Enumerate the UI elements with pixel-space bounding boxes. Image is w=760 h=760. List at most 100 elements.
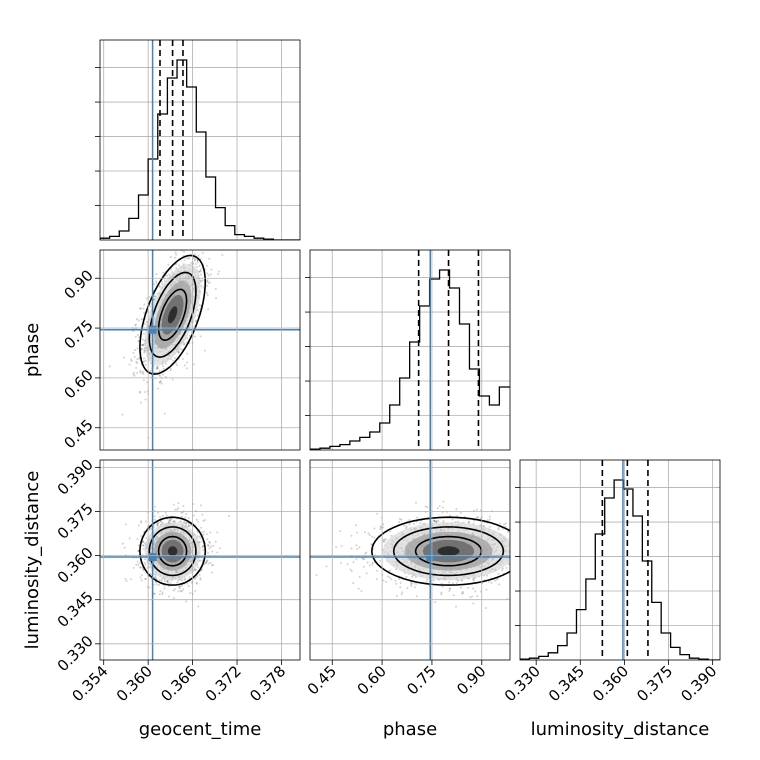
sample-point	[212, 563, 215, 566]
sample-point	[124, 577, 127, 580]
sample-point	[185, 247, 187, 249]
sample-point	[365, 572, 368, 575]
xtick-label-geocent_time-2: 0.366	[157, 662, 200, 705]
sample-point	[182, 263, 185, 266]
sample-point	[153, 518, 156, 521]
sample-point	[195, 518, 198, 521]
sample-point	[382, 540, 385, 543]
sample-point	[522, 559, 524, 561]
sample-point	[486, 519, 489, 522]
sample-point	[122, 356, 125, 359]
sample-point	[142, 544, 145, 547]
sample-point	[204, 562, 207, 565]
sample-point	[153, 593, 156, 596]
sample-point	[516, 564, 518, 566]
sample-point	[424, 505, 427, 508]
sample-point	[452, 594, 455, 597]
sample-point	[144, 390, 147, 393]
sample-point	[419, 522, 422, 525]
sample-point	[180, 579, 183, 582]
sample-point	[143, 561, 146, 564]
sample-point	[145, 297, 148, 300]
sample-point	[203, 245, 205, 247]
sample-point	[408, 523, 411, 526]
sample-point	[472, 579, 475, 582]
sample-point	[505, 566, 508, 569]
sample-point	[207, 308, 210, 311]
sample-point	[227, 514, 230, 517]
sample-point	[194, 262, 197, 265]
sample-point	[183, 578, 186, 581]
sample-point	[144, 577, 147, 580]
sample-point	[160, 382, 163, 385]
sample-point	[382, 523, 385, 526]
sample-point	[511, 574, 513, 576]
sample-point	[451, 582, 454, 585]
sample-point	[415, 582, 418, 585]
sample-point	[448, 581, 451, 584]
sample-point	[201, 546, 204, 549]
sample-point	[200, 285, 203, 288]
sample-point	[193, 253, 196, 256]
sample-point	[400, 593, 403, 596]
sample-point	[521, 553, 523, 555]
sample-point	[512, 537, 514, 539]
sample-point	[360, 590, 363, 593]
sample-point	[160, 579, 163, 582]
sample-point	[155, 282, 158, 285]
sample-point	[153, 283, 156, 286]
sample-point	[364, 552, 367, 555]
sample-point	[175, 362, 178, 365]
sample-point	[177, 351, 180, 354]
sample-point	[137, 549, 140, 552]
sample-point	[513, 568, 515, 570]
sample-point	[169, 255, 172, 258]
sample-point	[200, 531, 203, 534]
ytick-label-phase-3: 0.90	[60, 266, 96, 302]
sample-point	[143, 351, 146, 354]
sample-point	[181, 515, 184, 518]
contour-geocent_time-vs-phase-2	[139, 254, 207, 375]
sample-point	[488, 580, 491, 583]
sample-point	[144, 359, 147, 362]
sample-point	[161, 577, 164, 580]
sample-point	[205, 533, 208, 536]
sample-point	[209, 531, 212, 534]
xlabel-phase: phase	[383, 719, 437, 740]
sample-point	[137, 524, 140, 527]
sample-point	[158, 579, 161, 582]
sample-point	[188, 236, 190, 238]
sample-point	[363, 557, 366, 560]
sample-point	[135, 366, 138, 369]
sample-point	[409, 581, 412, 584]
sample-point	[531, 536, 533, 538]
sample-point	[346, 563, 349, 566]
sample-point	[216, 272, 219, 275]
sample-point	[153, 515, 156, 518]
sample-point	[153, 573, 156, 576]
sample-point	[177, 507, 180, 510]
sample-point	[155, 366, 158, 369]
sample-point	[384, 538, 387, 541]
sample-point	[371, 563, 374, 566]
sample-point	[132, 371, 135, 374]
sample-point	[125, 579, 128, 582]
sample-point	[202, 238, 204, 240]
sample-point	[141, 343, 144, 346]
sample-point	[142, 357, 145, 360]
ytick-label-luminosity_distance-1: 0.345	[54, 588, 97, 631]
sample-point	[183, 259, 186, 262]
sample-point	[467, 520, 470, 523]
sample-point	[148, 296, 151, 299]
sample-point	[169, 367, 172, 370]
sample-point	[517, 575, 519, 577]
sample-point	[123, 546, 126, 549]
sample-point	[205, 560, 208, 563]
sample-point	[173, 520, 176, 523]
sample-point	[522, 569, 524, 571]
sample-point	[350, 534, 353, 537]
sample-point	[163, 584, 166, 587]
sample-point	[187, 257, 190, 260]
sample-point	[153, 295, 156, 298]
